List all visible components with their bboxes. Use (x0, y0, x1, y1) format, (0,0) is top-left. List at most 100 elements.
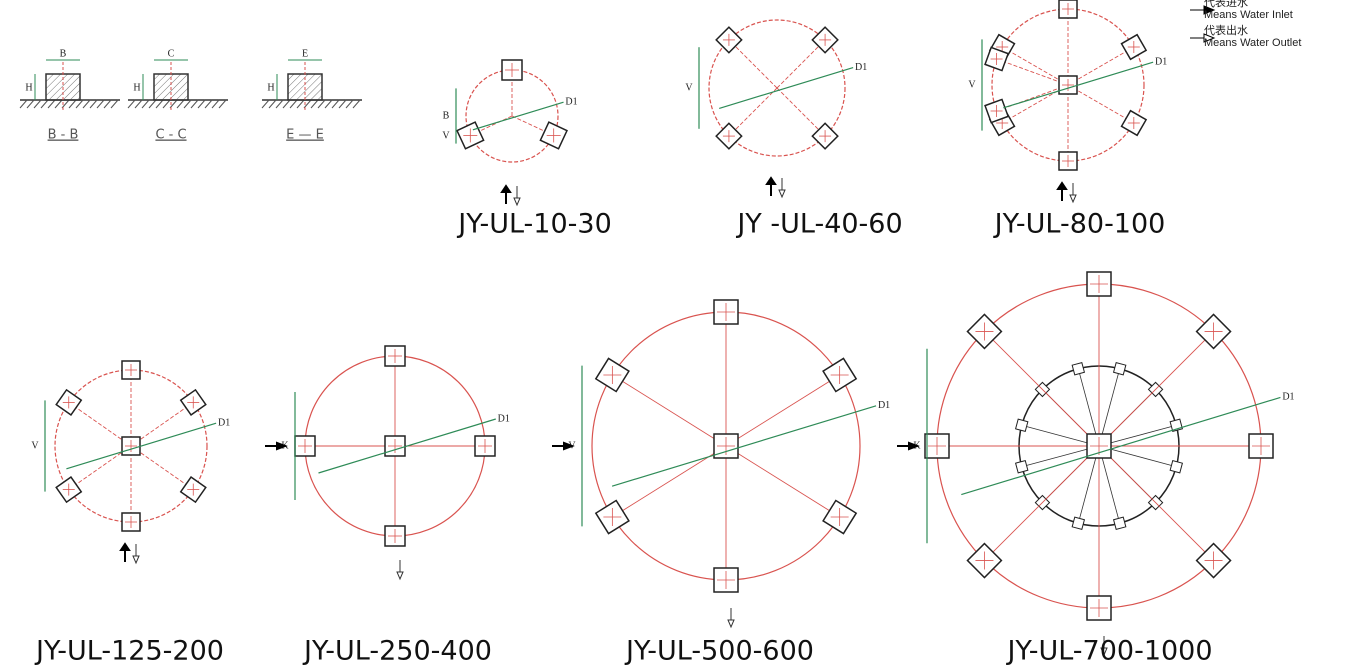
outlet-arrow (727, 608, 735, 629)
small-tank (1014, 459, 1029, 474)
spoke (1067, 46, 1135, 86)
small-tank (1014, 418, 1029, 433)
spoke (1098, 368, 1121, 447)
hatch (190, 99, 199, 109)
hatch (211, 99, 220, 109)
dimension-label: V (442, 130, 450, 141)
hatch (176, 99, 185, 109)
hatch (324, 99, 333, 109)
hatch (68, 99, 77, 109)
hatch (331, 99, 340, 109)
spoke (984, 445, 1100, 561)
hatch (33, 99, 42, 109)
spoke (725, 374, 840, 447)
section-width-label: C (168, 48, 175, 59)
hatch (310, 99, 319, 109)
hatch (183, 99, 192, 109)
outlet-legend-arrow (1190, 33, 1216, 43)
hatch (289, 99, 298, 109)
dimension-label: B (443, 110, 450, 121)
inlet-arrow (552, 441, 575, 451)
dimension-label: D1 (878, 400, 890, 411)
dimension-label: V (968, 79, 976, 90)
spoke (68, 402, 132, 447)
hatch (103, 99, 112, 109)
section-height-label: H (25, 82, 32, 93)
hatch (162, 99, 171, 109)
hatch (303, 99, 312, 109)
legend-en: Means Water Inlet (1204, 9, 1293, 21)
dim-line (472, 101, 564, 131)
model-name: JY-UL-10-30 (456, 209, 612, 240)
inlet-arrow (119, 542, 131, 562)
spoke (68, 445, 132, 490)
outlet-arrow (1069, 183, 1077, 204)
section-height-label: H (133, 82, 140, 93)
hatch (89, 99, 98, 109)
spoke (984, 331, 1100, 447)
inlet-arrow (265, 441, 288, 451)
spoke (1098, 445, 1121, 524)
dimension-label: D1 (498, 413, 510, 424)
hatch (317, 99, 326, 109)
section-width-label: B (60, 48, 67, 59)
outlet-arrow (132, 544, 140, 565)
spoke (728, 87, 778, 137)
spoke (1098, 445, 1214, 561)
hatch (96, 99, 105, 109)
dim-line (611, 405, 877, 487)
spoke (1021, 424, 1100, 447)
hatch (282, 99, 291, 109)
dimension-label: V (31, 440, 39, 451)
hatch (204, 99, 213, 109)
hatch (26, 99, 35, 109)
hatch (338, 99, 347, 109)
model-name: JY-UL-125-200 (34, 636, 224, 667)
hatch (148, 99, 157, 109)
hatch (19, 99, 28, 109)
dim-line (961, 396, 1281, 496)
section-caption: E — E (286, 128, 324, 143)
outlet-arrow (1100, 636, 1108, 657)
small-tank (1071, 516, 1086, 531)
hatch (134, 99, 143, 109)
spoke (1021, 445, 1100, 468)
spoke (1077, 445, 1100, 524)
spoke (728, 39, 778, 89)
spoke (1001, 46, 1069, 86)
legend-cn: 代表进水 (1204, 0, 1248, 9)
spoke (1098, 424, 1177, 447)
legend-en: Means Water Outlet (1204, 37, 1301, 49)
spoke (725, 445, 840, 518)
model-name: JY-UL-700-1000 (1005, 636, 1212, 667)
dim-line (1003, 61, 1154, 109)
hatch (47, 99, 56, 109)
dim-line (66, 422, 217, 470)
hatch (197, 99, 206, 109)
spoke (130, 445, 194, 490)
hatch (141, 99, 150, 109)
hatch (155, 99, 164, 109)
hatch (296, 99, 305, 109)
hatch (127, 99, 136, 109)
inlet-arrow (897, 441, 920, 451)
outlet-arrow (778, 178, 786, 199)
hatch (275, 99, 284, 109)
section-caption: C - C (155, 128, 186, 143)
hatch (345, 99, 354, 109)
section-caption: B - B (48, 128, 79, 143)
small-tank (1071, 361, 1086, 376)
spoke (1077, 368, 1100, 447)
section-width-label: E (302, 48, 308, 59)
spoke (130, 402, 194, 447)
spoke (1098, 331, 1214, 447)
hatch (268, 99, 277, 109)
spoke (612, 374, 727, 447)
spoke (996, 58, 1069, 86)
dimension-label: D1 (565, 96, 577, 107)
outlet-arrow (513, 186, 521, 207)
hatch (61, 99, 70, 109)
dimension-label: D1 (218, 417, 230, 428)
